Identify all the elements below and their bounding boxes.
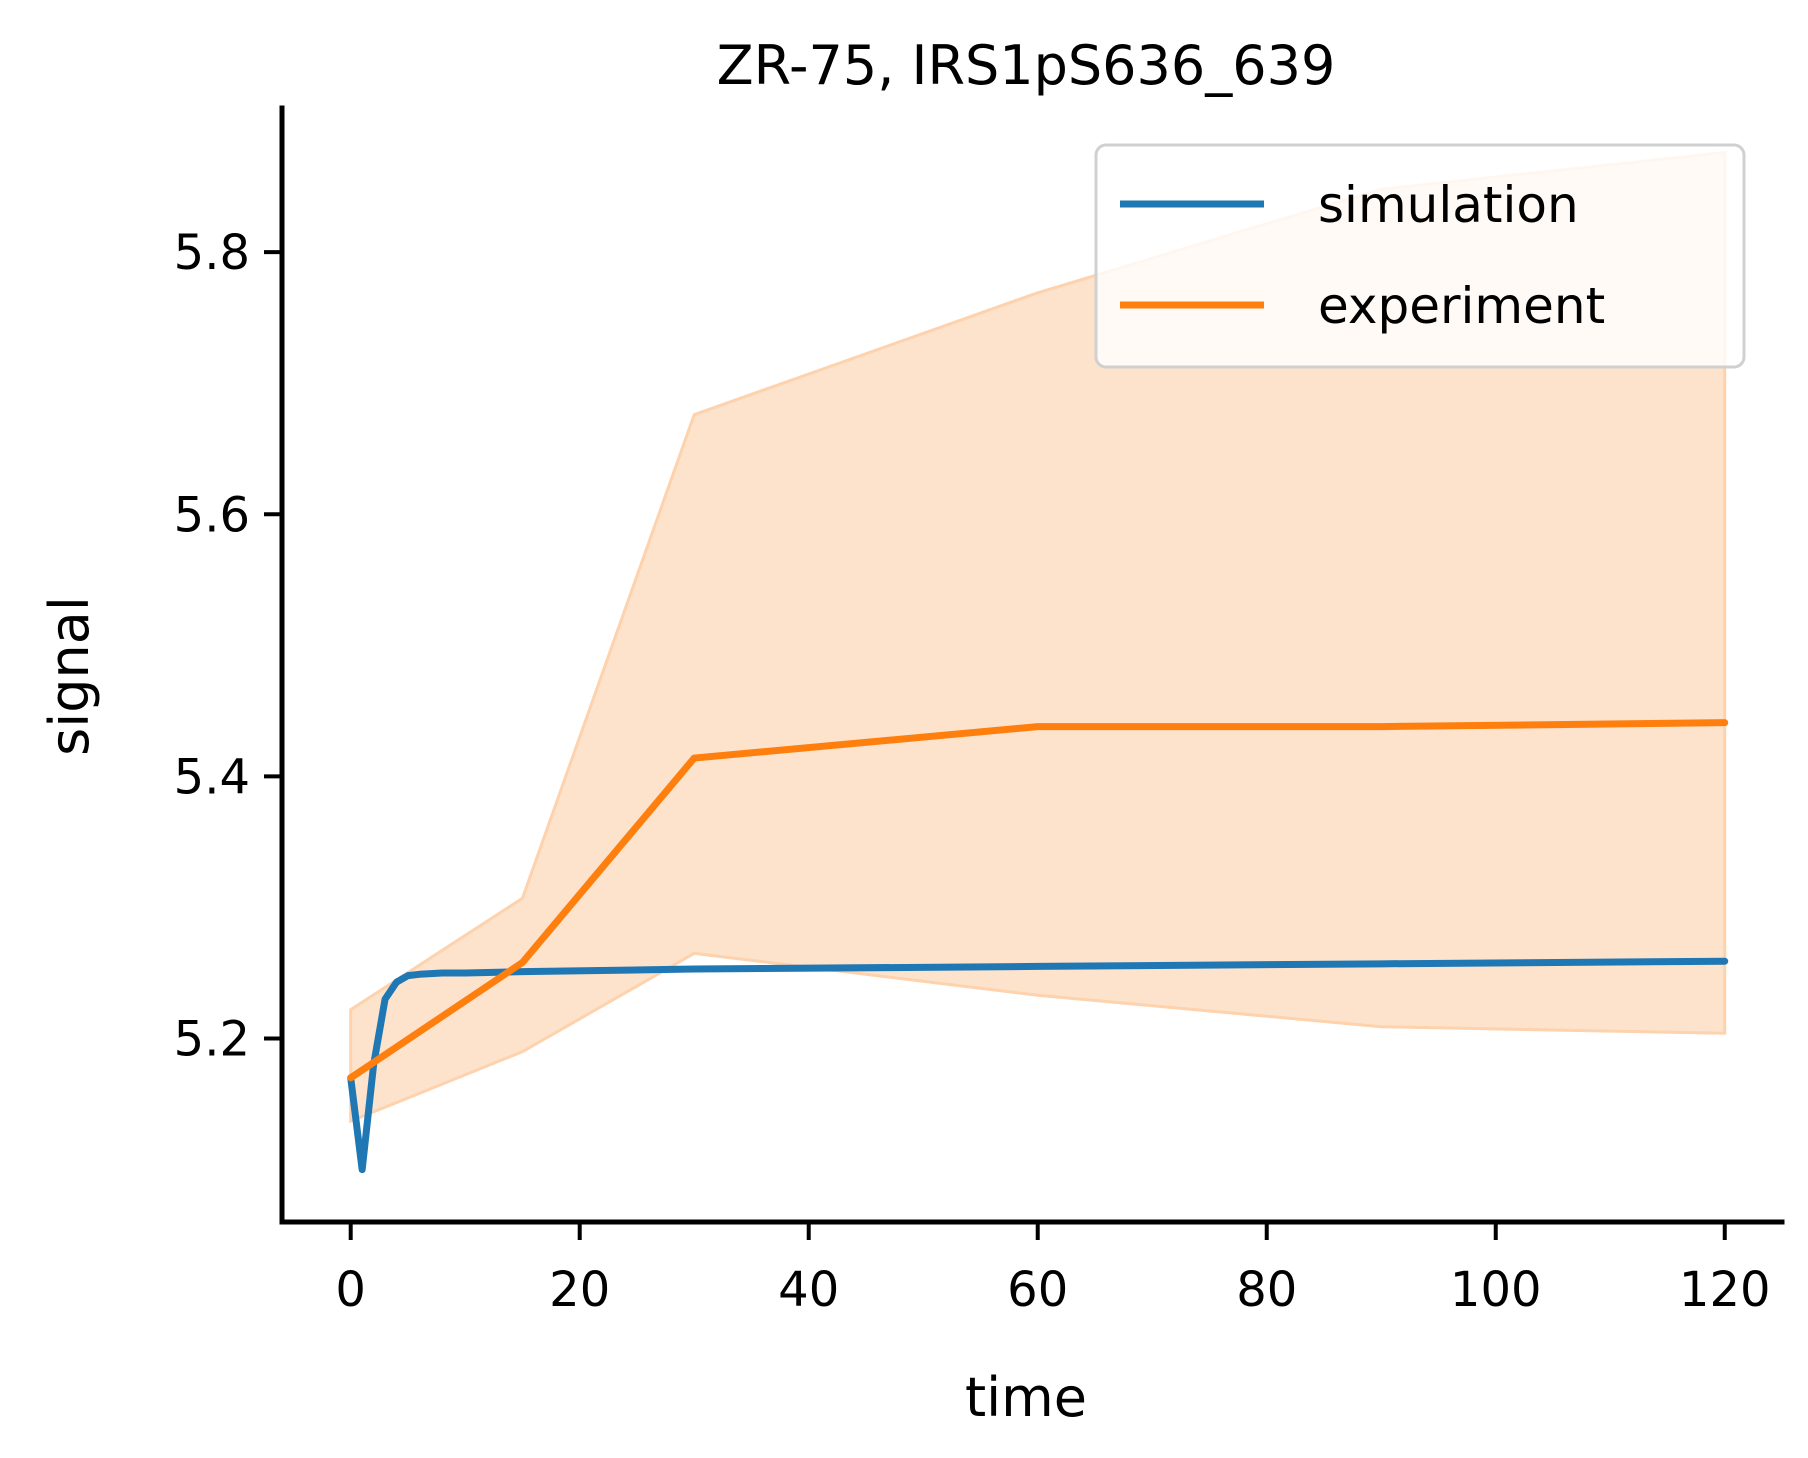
x-tick-label: 60 (1007, 1262, 1068, 1318)
legend-entry-simulation: simulation (1318, 176, 1579, 234)
x-tick-label: 0 (335, 1262, 366, 1318)
x-tick-label: 20 (549, 1262, 610, 1318)
x-tick-label: 120 (1679, 1262, 1771, 1318)
chart-title: ZR-75, IRS1pS636_639 (717, 34, 1336, 97)
x-tick-label: 40 (778, 1262, 839, 1318)
x-axis-label: time (965, 1366, 1087, 1429)
y-axis-ticks: 5.2 5.4 5.6 5.8 (174, 225, 282, 1068)
x-tick-label: 80 (1236, 1262, 1297, 1318)
y-tick-label: 5.8 (174, 225, 250, 281)
y-tick-label: 5.2 (174, 1012, 250, 1068)
x-axis-ticks: 0 20 40 60 80 100 120 (335, 1222, 1771, 1318)
series-line-simulation (347, 957, 1729, 1174)
y-tick-label: 5.6 (174, 487, 250, 543)
x-tick-label: 100 (1450, 1262, 1542, 1318)
series-line-experiment (347, 719, 1729, 1082)
confidence-band-experiment (349, 150, 1727, 1124)
y-axis-label: signal (38, 596, 101, 756)
series-line-layer (347, 719, 1729, 1174)
legend: simulation experiment (1094, 143, 1746, 369)
confidence-band-layer (349, 150, 1727, 1124)
legend-entry-experiment: experiment (1318, 277, 1605, 335)
y-tick-label: 5.4 (174, 749, 250, 805)
